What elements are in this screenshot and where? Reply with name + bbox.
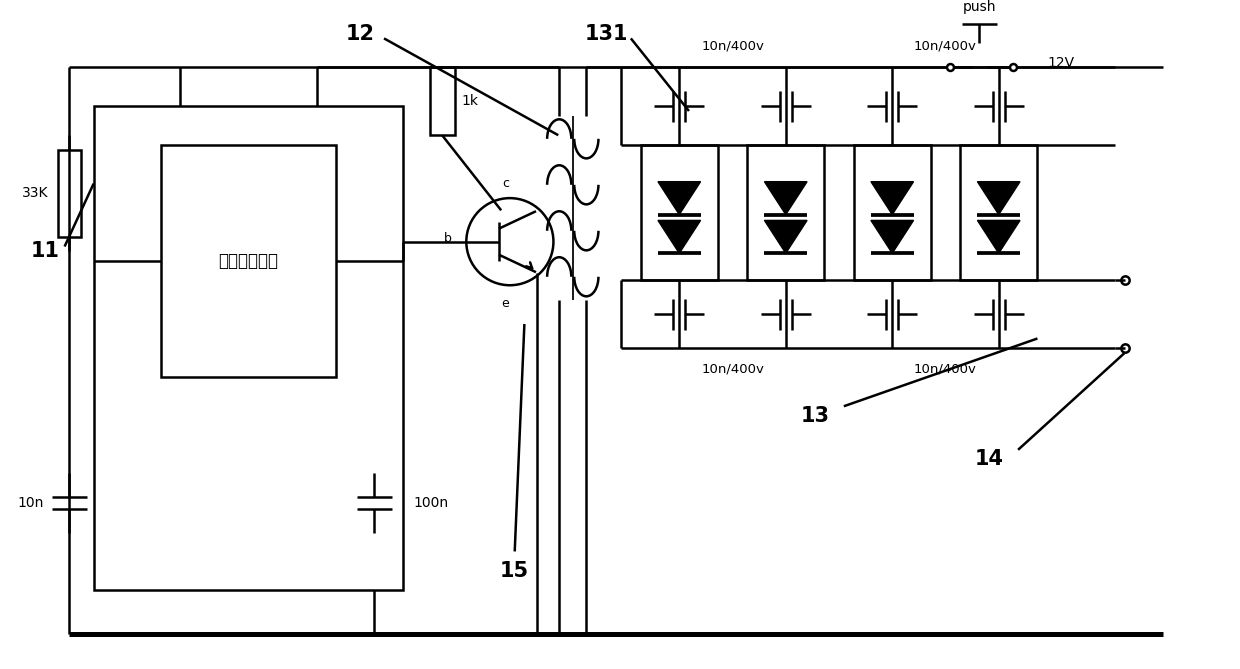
Text: 33K: 33K	[22, 186, 48, 200]
Polygon shape	[870, 220, 914, 254]
Text: 131: 131	[585, 23, 629, 43]
Text: 10n/400v: 10n/400v	[701, 363, 764, 376]
Text: push: push	[962, 0, 996, 14]
Text: c: c	[502, 177, 508, 191]
Text: b: b	[444, 232, 451, 246]
Text: 13: 13	[800, 406, 830, 426]
Polygon shape	[977, 220, 1021, 254]
Text: 10n/400v: 10n/400v	[701, 40, 764, 53]
Bar	[853, 145, 931, 280]
Text: 11: 11	[31, 242, 60, 262]
Text: 1k: 1k	[461, 94, 479, 108]
Text: 12: 12	[345, 23, 374, 43]
Polygon shape	[765, 220, 807, 254]
Polygon shape	[658, 220, 701, 254]
Text: 10n: 10n	[17, 496, 43, 510]
Bar	[960, 145, 1038, 280]
Text: 10n/400v: 10n/400v	[914, 40, 977, 53]
Bar	[641, 145, 718, 280]
Polygon shape	[977, 182, 1021, 215]
Bar	[746, 145, 825, 280]
Text: e: e	[502, 297, 510, 310]
Polygon shape	[658, 182, 701, 215]
Text: 15: 15	[500, 561, 529, 581]
Text: 14: 14	[975, 450, 1003, 470]
Text: 10n/400v: 10n/400v	[914, 363, 977, 376]
Bar	[58, 150, 81, 237]
Text: 多波形发生器: 多波形发生器	[218, 252, 279, 270]
Bar	[161, 145, 336, 377]
Polygon shape	[870, 182, 914, 215]
Text: 100n: 100n	[413, 496, 448, 510]
Bar	[94, 106, 403, 590]
Text: 12V: 12V	[1047, 56, 1074, 70]
Bar	[429, 68, 455, 135]
Polygon shape	[765, 182, 807, 215]
